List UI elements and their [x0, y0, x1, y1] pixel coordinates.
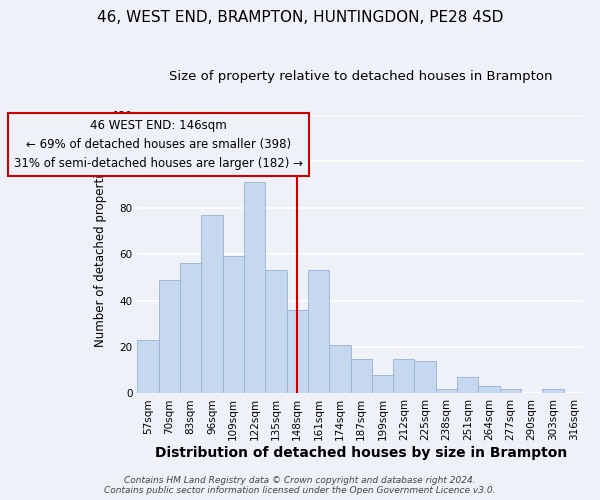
- Bar: [244, 182, 265, 394]
- X-axis label: Distribution of detached houses by size in Brampton: Distribution of detached houses by size …: [155, 446, 568, 460]
- Bar: [308, 270, 329, 394]
- Bar: [350, 358, 372, 394]
- Text: 46 WEST END: 146sqm
← 69% of detached houses are smaller (398)
31% of semi-detac: 46 WEST END: 146sqm ← 69% of detached ho…: [14, 120, 303, 170]
- Title: Size of property relative to detached houses in Brampton: Size of property relative to detached ho…: [169, 70, 553, 83]
- Bar: [436, 389, 457, 394]
- Text: 46, WEST END, BRAMPTON, HUNTINGDON, PE28 4SD: 46, WEST END, BRAMPTON, HUNTINGDON, PE28…: [97, 10, 503, 25]
- Bar: [287, 310, 308, 394]
- Bar: [542, 389, 563, 394]
- Bar: [158, 280, 180, 394]
- Y-axis label: Number of detached properties: Number of detached properties: [94, 161, 107, 347]
- Bar: [415, 361, 436, 394]
- Bar: [137, 340, 158, 394]
- Bar: [500, 389, 521, 394]
- Bar: [223, 256, 244, 394]
- Bar: [329, 344, 350, 394]
- Bar: [478, 386, 500, 394]
- Bar: [457, 377, 478, 394]
- Bar: [265, 270, 287, 394]
- Bar: [393, 358, 415, 394]
- Bar: [372, 375, 393, 394]
- Bar: [180, 264, 202, 394]
- Bar: [202, 214, 223, 394]
- Text: Contains HM Land Registry data © Crown copyright and database right 2024.
Contai: Contains HM Land Registry data © Crown c…: [104, 476, 496, 495]
